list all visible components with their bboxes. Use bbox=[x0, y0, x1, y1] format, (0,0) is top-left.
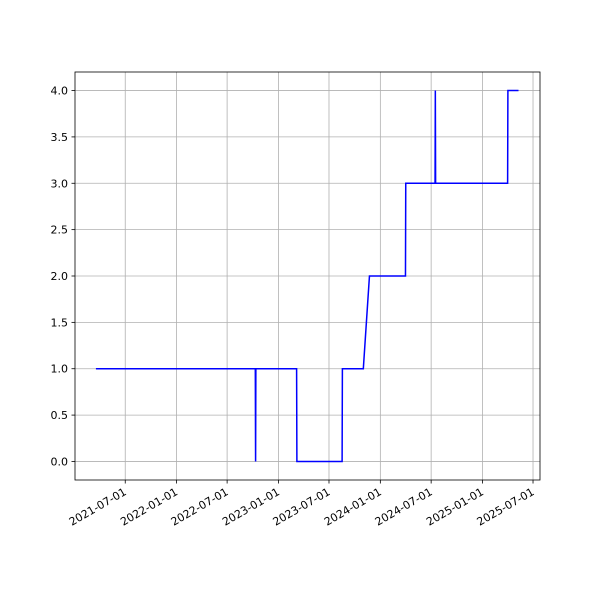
y-tick-label: 0.5 bbox=[51, 409, 69, 422]
y-tick-label: 3.5 bbox=[51, 131, 69, 144]
plot-frame bbox=[74, 71, 541, 481]
y-tick-label: 1.0 bbox=[51, 363, 69, 376]
y-tick-label: 2.5 bbox=[51, 224, 69, 237]
data-line bbox=[95, 89, 519, 463]
y-tick-label: 1.5 bbox=[51, 316, 69, 329]
y-tick-label: 2.0 bbox=[51, 270, 69, 283]
y-tick-label: 3.0 bbox=[51, 177, 69, 190]
y-tick-label: 4.0 bbox=[51, 85, 69, 98]
y-tick-label: 0.0 bbox=[51, 455, 69, 468]
